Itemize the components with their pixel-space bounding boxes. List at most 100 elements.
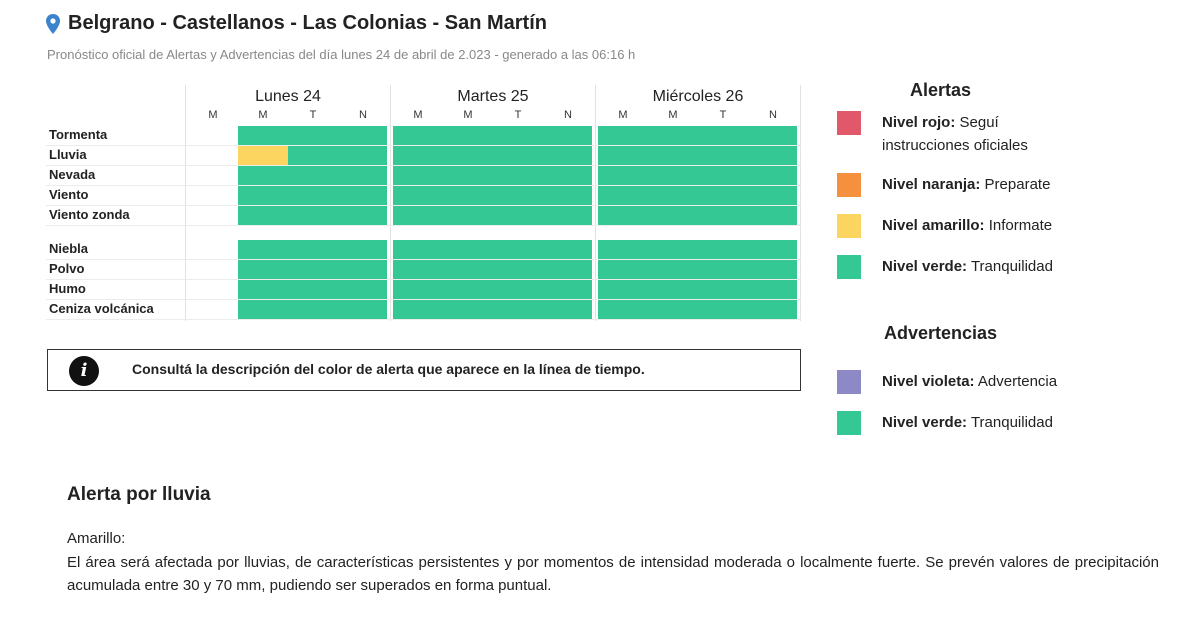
timeline-cell-verde (338, 206, 387, 225)
timeline-cell-verde (648, 166, 698, 185)
timeline-cell-verde (598, 126, 648, 145)
legend-text: Nivel verde: Tranquilidad (882, 411, 1082, 435)
row-divider (46, 205, 801, 206)
timeline-cell-verde (493, 300, 543, 319)
row-divider (46, 145, 801, 146)
day-header: Martes 25 (457, 88, 529, 105)
timeline-cell-verde (493, 166, 543, 185)
advertencias-legend-item: Nivel verde: Tranquilidad (837, 411, 1082, 435)
timeline-cell-verde (543, 280, 592, 299)
info-icon: i (69, 356, 99, 386)
info-box: i Consultá la descripción del color de a… (47, 349, 801, 391)
period-label: M (463, 109, 473, 121)
phenomenon-label: Polvo (49, 261, 85, 276)
timeline-cell-verde (443, 260, 493, 279)
timeline-cell-verde (443, 300, 493, 319)
legend-desc: Seguí instrucciones oficiales (882, 114, 1028, 154)
timeline-cell-verde (393, 126, 443, 145)
timeline-cell-verde (543, 146, 592, 165)
timeline-cell-verde (393, 146, 443, 165)
timeline-cell-verde (748, 146, 797, 165)
timeline-cell-verde (493, 260, 543, 279)
color-swatch (837, 214, 861, 238)
timeline-cell-verde (338, 146, 387, 165)
timeline-cell-verde (288, 146, 338, 165)
timeline-cell-verde (698, 300, 748, 319)
timeline-cell-verde (598, 206, 648, 225)
timeline-cell-verde (443, 146, 493, 165)
timeline-cell-verde (238, 280, 288, 299)
timeline-cell-amarillo (238, 146, 288, 165)
color-swatch (837, 255, 861, 279)
alert-timeline-grid: Lunes 24 M M T N Martes 25 M M T N Miércoles 26 M M T… (46, 85, 802, 325)
timeline-cell-verde (698, 206, 748, 225)
timeline-cell-verde (748, 280, 797, 299)
row-divider (46, 185, 801, 186)
timeline-cell-verde (698, 280, 748, 299)
timeline-cell-verde (748, 260, 797, 279)
timeline-cell-verde (238, 206, 288, 225)
legend-text: Nivel violeta: Advertencia (882, 370, 1082, 394)
row-divider (46, 259, 801, 260)
timeline-cell-verde (338, 126, 387, 145)
timeline-cell-verde (288, 300, 338, 319)
timeline-cell-verde (648, 206, 698, 225)
period-label: M (618, 109, 628, 121)
timeline-cell-verde (598, 280, 648, 299)
legend-level: Nivel verde: (882, 414, 968, 431)
legend-text: Nivel rojo: Seguí instrucciones oficiale… (882, 111, 1082, 157)
phenomenon-label: Viento (49, 187, 89, 202)
color-swatch (837, 411, 861, 435)
timeline-cell-verde (648, 146, 698, 165)
timeline-cell-verde (288, 186, 338, 205)
timeline-cell-verde (543, 260, 592, 279)
alert-title: Alerta por lluvia (67, 484, 211, 505)
timeline-cell-verde (698, 166, 748, 185)
timeline-cell-verde (543, 300, 592, 319)
timeline-cell-verde (288, 206, 338, 225)
timeline-cell-verde (238, 166, 288, 185)
day-header: Lunes 24 (255, 88, 321, 105)
timeline-cell-verde (543, 166, 592, 185)
timeline-cell-verde (338, 240, 387, 259)
timeline-cell-verde (648, 186, 698, 205)
timeline-cell-verde (698, 186, 748, 205)
legend-level: Nivel violeta: (882, 373, 975, 390)
timeline-cell-verde (443, 166, 493, 185)
phenomenon-label: Ceniza volcánica (49, 301, 154, 316)
timeline-cell-verde (393, 186, 443, 205)
forecast-subtitle: Pronóstico oficial de Alertas y Adverten… (47, 47, 636, 62)
row-divider (46, 319, 801, 320)
timeline-cell-verde (338, 186, 387, 205)
row-divider (46, 279, 801, 280)
color-swatch (837, 370, 861, 394)
alertas-legend-item: Nivel naranja: Preparate (837, 173, 1082, 197)
grid-day-divider (185, 85, 186, 321)
timeline-cell-verde (238, 186, 288, 205)
timeline-cell-verde (338, 166, 387, 185)
timeline-cell-verde (238, 300, 288, 319)
timeline-cell-verde (748, 166, 797, 185)
period-label: T (309, 109, 317, 121)
timeline-cell-verde (598, 166, 648, 185)
timeline-cell-verde (543, 240, 592, 259)
timeline-cell-verde (598, 240, 648, 259)
legend-level: Nivel amarillo: (882, 217, 985, 234)
timeline-cell-verde (648, 260, 698, 279)
timeline-cell-verde (443, 206, 493, 225)
timeline-cell-verde (748, 186, 797, 205)
timeline-cell-verde (648, 240, 698, 259)
timeline-cell-verde (338, 300, 387, 319)
page-title: Belgrano - Castellanos - Las Colonias - … (68, 12, 547, 34)
legend-text: Nivel naranja: Preparate (882, 173, 1082, 197)
day-header: Miércoles 26 (652, 88, 744, 105)
legend-desc: Tranquilidad (967, 258, 1053, 275)
timeline-cell-verde (598, 186, 648, 205)
timeline-cell-verde (493, 146, 543, 165)
period-label: M (413, 109, 423, 121)
timeline-cell-verde (748, 206, 797, 225)
timeline-cell-verde (493, 240, 543, 259)
timeline-cell-verde (393, 260, 443, 279)
legend-desc: Advertencia (974, 373, 1058, 390)
phenomenon-label: Niebla (49, 241, 89, 256)
